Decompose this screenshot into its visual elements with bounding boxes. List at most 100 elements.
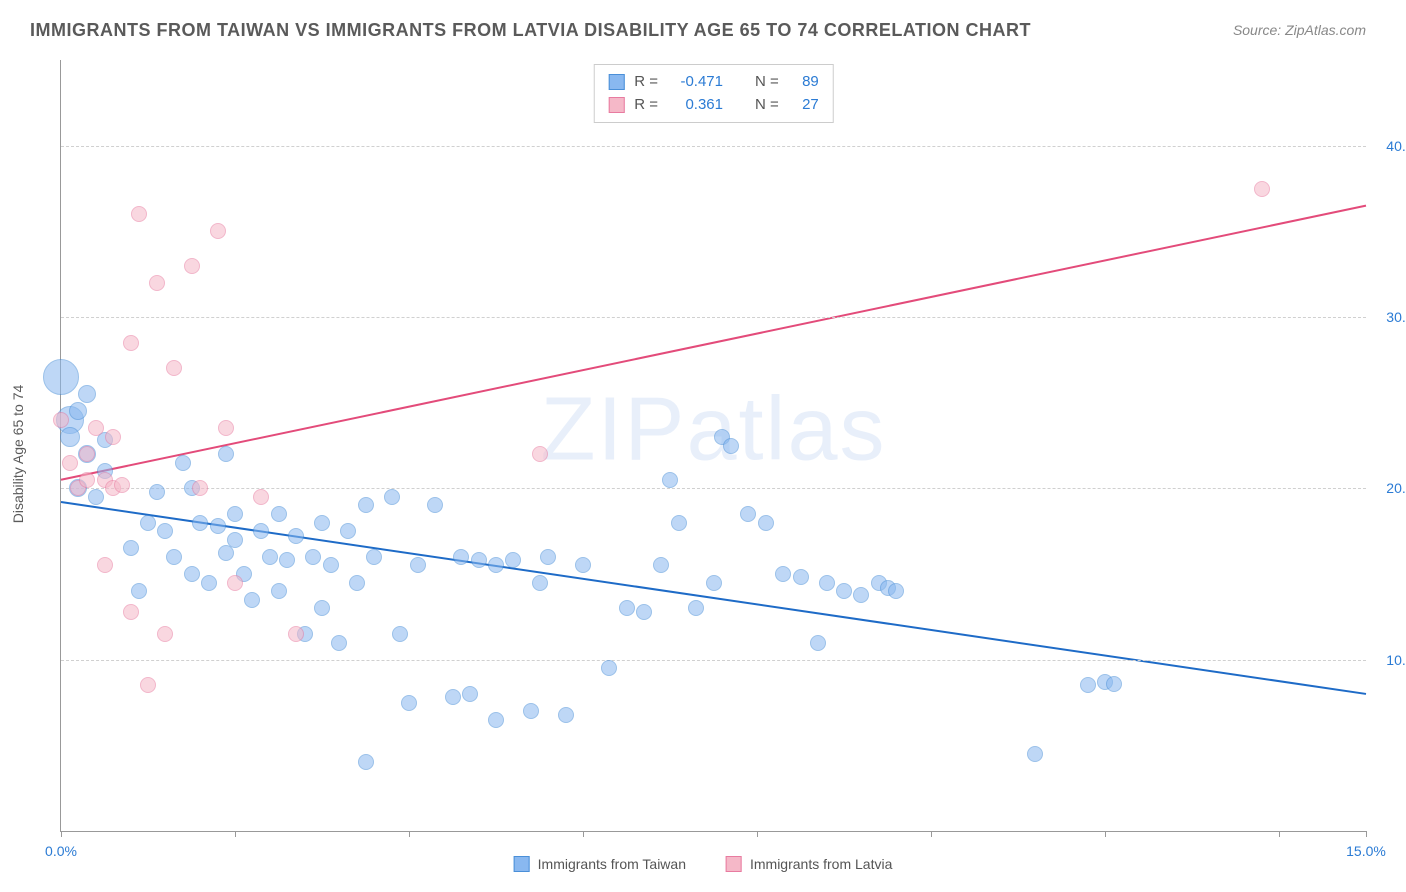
point-taiwan — [218, 545, 234, 561]
x-tick-mark — [61, 831, 62, 837]
legend-label-taiwan: Immigrants from Taiwan — [538, 856, 686, 872]
stats-swatch — [608, 74, 624, 90]
point-taiwan — [688, 600, 704, 616]
point-latvia — [192, 480, 208, 496]
point-taiwan — [575, 557, 591, 573]
point-taiwan — [78, 385, 96, 403]
point-taiwan — [532, 575, 548, 591]
point-taiwan — [166, 549, 182, 565]
stats-row: R =-0.471N =89 — [608, 71, 819, 94]
x-tick-mark — [757, 831, 758, 837]
point-taiwan — [210, 518, 226, 534]
point-taiwan — [157, 523, 173, 539]
point-taiwan — [636, 604, 652, 620]
point-latvia — [114, 477, 130, 493]
legend-item-taiwan: Immigrants from Taiwan — [514, 856, 686, 872]
source-label: Source: ZipAtlas.com — [1233, 22, 1366, 38]
point-taiwan — [69, 402, 87, 420]
gridline — [61, 660, 1366, 661]
x-tick-mark — [931, 831, 932, 837]
stats-swatch — [608, 97, 624, 113]
point-taiwan — [1080, 677, 1096, 693]
point-taiwan — [262, 549, 278, 565]
point-taiwan — [366, 549, 382, 565]
point-taiwan — [140, 515, 156, 531]
point-taiwan — [558, 707, 574, 723]
point-latvia — [227, 575, 243, 591]
point-taiwan — [758, 515, 774, 531]
point-taiwan — [253, 523, 269, 539]
point-taiwan — [244, 592, 260, 608]
point-taiwan — [662, 472, 678, 488]
point-taiwan — [88, 489, 104, 505]
point-taiwan — [288, 528, 304, 544]
point-taiwan — [775, 566, 791, 582]
point-taiwan — [810, 635, 826, 651]
stats-legend-box: R =-0.471N =89R =0.361N =27 — [593, 64, 834, 123]
point-taiwan — [401, 695, 417, 711]
point-latvia — [288, 626, 304, 642]
point-taiwan — [149, 484, 165, 500]
chart-plot-area: ZIPatlas R =-0.471N =89R =0.361N =27 10.… — [60, 60, 1366, 832]
point-taiwan — [271, 583, 287, 599]
point-taiwan — [305, 549, 321, 565]
point-taiwan — [218, 446, 234, 462]
point-taiwan — [462, 686, 478, 702]
point-taiwan — [123, 540, 139, 556]
point-taiwan — [175, 455, 191, 471]
point-taiwan — [540, 549, 556, 565]
point-taiwan — [384, 489, 400, 505]
y-tick-label: 20.0% — [1386, 480, 1406, 496]
point-latvia — [184, 258, 200, 274]
point-taiwan — [723, 438, 739, 454]
point-taiwan — [410, 557, 426, 573]
legend-swatch-taiwan — [514, 856, 530, 872]
point-latvia — [140, 677, 156, 693]
point-taiwan — [619, 600, 635, 616]
point-latvia — [131, 206, 147, 222]
stats-r-label: R = — [634, 94, 658, 117]
stats-n-value: 89 — [789, 71, 819, 94]
point-taiwan — [488, 557, 504, 573]
chart-title: IMMIGRANTS FROM TAIWAN VS IMMIGRANTS FRO… — [30, 20, 1376, 41]
stats-row: R =0.361N =27 — [608, 94, 819, 117]
point-taiwan — [43, 359, 79, 395]
point-taiwan — [601, 660, 617, 676]
x-tick-label: 0.0% — [45, 843, 77, 859]
point-latvia — [157, 626, 173, 642]
point-taiwan — [836, 583, 852, 599]
stats-r-value: 0.361 — [668, 94, 723, 117]
point-taiwan — [331, 635, 347, 651]
point-latvia — [218, 420, 234, 436]
point-latvia — [105, 429, 121, 445]
point-taiwan — [271, 506, 287, 522]
point-taiwan — [505, 552, 521, 568]
point-taiwan — [1027, 746, 1043, 762]
point-taiwan — [427, 497, 443, 513]
x-tick-mark — [235, 831, 236, 837]
y-tick-label: 30.0% — [1386, 309, 1406, 325]
point-latvia — [62, 455, 78, 471]
y-tick-label: 10.0% — [1386, 652, 1406, 668]
point-taiwan — [201, 575, 217, 591]
point-taiwan — [227, 506, 243, 522]
point-taiwan — [706, 575, 722, 591]
point-taiwan — [392, 626, 408, 642]
stats-r-value: -0.471 — [668, 71, 723, 94]
point-taiwan — [445, 689, 461, 705]
gridline — [61, 317, 1366, 318]
trend-lines-svg — [61, 60, 1366, 831]
legend-item-latvia: Immigrants from Latvia — [726, 856, 892, 872]
stats-n-label: N = — [755, 94, 779, 117]
point-taiwan — [453, 549, 469, 565]
point-latvia — [210, 223, 226, 239]
point-latvia — [123, 604, 139, 620]
point-latvia — [88, 420, 104, 436]
point-taiwan — [323, 557, 339, 573]
point-latvia — [79, 446, 95, 462]
y-axis-label: Disability Age 65 to 74 — [10, 385, 26, 524]
point-latvia — [123, 335, 139, 351]
x-tick-mark — [1105, 831, 1106, 837]
point-taiwan — [192, 515, 208, 531]
y-tick-label: 40.0% — [1386, 138, 1406, 154]
